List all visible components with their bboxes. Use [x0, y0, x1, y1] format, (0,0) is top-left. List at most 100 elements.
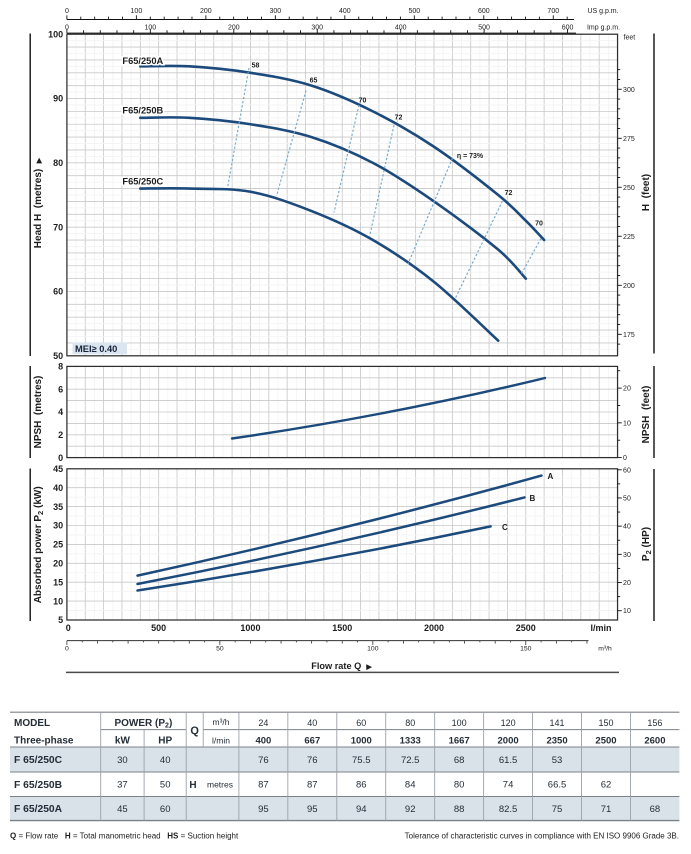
svg-text:150: 150: [598, 718, 613, 728]
svg-text:40: 40: [623, 524, 631, 531]
svg-text:F 65/250C: F 65/250C: [14, 755, 63, 766]
svg-text:70: 70: [359, 97, 367, 104]
svg-text:10: 10: [623, 420, 631, 427]
svg-text:100: 100: [144, 24, 156, 31]
svg-text:2500: 2500: [516, 623, 536, 633]
svg-text:24: 24: [258, 718, 268, 728]
svg-text:100: 100: [48, 29, 63, 39]
svg-text:50: 50: [160, 780, 171, 791]
svg-text:700: 700: [547, 8, 559, 15]
svg-text:1000: 1000: [240, 623, 260, 633]
svg-text:300: 300: [623, 87, 635, 94]
svg-text:30: 30: [623, 552, 631, 559]
svg-text:87: 87: [307, 780, 318, 791]
svg-text:l/min: l/min: [212, 736, 230, 746]
svg-text:P2 (HP): P2 (HP): [641, 527, 653, 561]
svg-text:66.5: 66.5: [548, 780, 567, 791]
svg-text:53: 53: [552, 755, 563, 766]
svg-text:0: 0: [66, 623, 71, 633]
svg-text:68: 68: [454, 755, 465, 766]
svg-text:90: 90: [53, 94, 63, 104]
svg-text:60: 60: [623, 467, 631, 474]
svg-text:92: 92: [405, 804, 416, 815]
svg-text:156: 156: [647, 718, 662, 728]
svg-text:1667: 1667: [449, 736, 470, 747]
svg-text:4: 4: [58, 407, 63, 417]
svg-text:250: 250: [623, 185, 635, 192]
svg-text:86: 86: [356, 780, 367, 791]
svg-text:A: A: [548, 472, 554, 481]
svg-text:600: 600: [562, 24, 574, 31]
svg-text:metres: metres: [207, 780, 233, 790]
svg-text:20: 20: [623, 580, 631, 587]
svg-text:200: 200: [623, 283, 635, 290]
svg-text:1500: 1500: [332, 623, 352, 633]
svg-text:2350: 2350: [546, 736, 567, 747]
svg-text:72.5: 72.5: [401, 755, 420, 766]
svg-text:87: 87: [258, 780, 269, 791]
svg-text:45: 45: [117, 804, 128, 815]
svg-text:100: 100: [367, 645, 379, 652]
svg-text:10: 10: [623, 608, 631, 615]
svg-text:US g.p.m.: US g.p.m.: [587, 8, 618, 15]
svg-text:F65/250A: F65/250A: [122, 56, 163, 66]
svg-text:30: 30: [53, 521, 63, 531]
svg-text:Flow rate Q ▶: Flow rate Q ▶: [311, 661, 372, 671]
svg-text:0: 0: [623, 455, 627, 462]
svg-text:6: 6: [58, 384, 63, 394]
svg-text:150: 150: [520, 645, 532, 652]
svg-text:95: 95: [258, 804, 269, 815]
svg-text:95: 95: [307, 804, 318, 815]
svg-text:m³/h: m³/h: [213, 717, 230, 727]
svg-text:400: 400: [255, 736, 271, 747]
svg-text:20: 20: [623, 386, 631, 393]
svg-text:76: 76: [258, 755, 269, 766]
svg-text:8: 8: [58, 362, 63, 372]
svg-text:74: 74: [503, 780, 514, 791]
svg-text:2500: 2500: [595, 736, 616, 747]
svg-text:40: 40: [160, 755, 171, 766]
svg-text:H: H: [189, 780, 196, 791]
svg-text:35: 35: [53, 502, 63, 512]
svg-text:500: 500: [408, 8, 420, 15]
svg-text:kW: kW: [115, 736, 131, 747]
svg-text:80: 80: [405, 718, 415, 728]
svg-text:300: 300: [269, 8, 281, 15]
svg-text:15: 15: [53, 577, 63, 587]
svg-text:600: 600: [478, 8, 490, 15]
svg-text:NPSH (feet): NPSH (feet): [641, 386, 652, 444]
svg-text:75: 75: [552, 804, 563, 815]
svg-text:60: 60: [356, 718, 366, 728]
svg-text:Imp g.p.m.: Imp g.p.m.: [587, 24, 620, 31]
svg-text:84: 84: [405, 780, 416, 791]
svg-text:500: 500: [478, 24, 490, 31]
svg-text:200: 200: [228, 24, 240, 31]
svg-text:175: 175: [623, 332, 635, 339]
svg-text:Q = Flow rate H = Total mano: Q = Flow rate H = Total manometric head …: [10, 832, 239, 841]
svg-text:Tolerance of characteristic cu: Tolerance of characteristic curves in co…: [405, 832, 679, 841]
svg-text:NPSH (metres): NPSH (metres): [33, 376, 44, 449]
svg-text:68: 68: [650, 804, 661, 815]
svg-text:50: 50: [623, 495, 631, 502]
svg-text:B: B: [530, 494, 536, 503]
svg-text:40: 40: [53, 483, 63, 493]
svg-text:1333: 1333: [400, 736, 421, 747]
svg-text:141: 141: [550, 718, 565, 728]
svg-text:70: 70: [53, 222, 63, 232]
svg-text:61.5: 61.5: [499, 755, 518, 766]
svg-text:65: 65: [310, 78, 318, 85]
svg-text:2000: 2000: [424, 623, 444, 633]
svg-text:82.5: 82.5: [499, 804, 518, 815]
svg-text:feet: feet: [624, 35, 636, 42]
svg-text:300: 300: [311, 24, 323, 31]
svg-text:10: 10: [53, 596, 63, 606]
svg-text:0: 0: [58, 453, 63, 463]
svg-text:500: 500: [151, 623, 166, 633]
svg-text:C: C: [502, 523, 508, 532]
svg-text:75.5: 75.5: [352, 755, 371, 766]
svg-text:MEI≥ 0.40: MEI≥ 0.40: [75, 344, 117, 354]
svg-text:72: 72: [505, 190, 513, 197]
svg-text:l/min: l/min: [590, 623, 611, 633]
svg-text:POWER (P2): POWER (P2): [114, 718, 172, 730]
svg-text:HP: HP: [158, 736, 172, 747]
